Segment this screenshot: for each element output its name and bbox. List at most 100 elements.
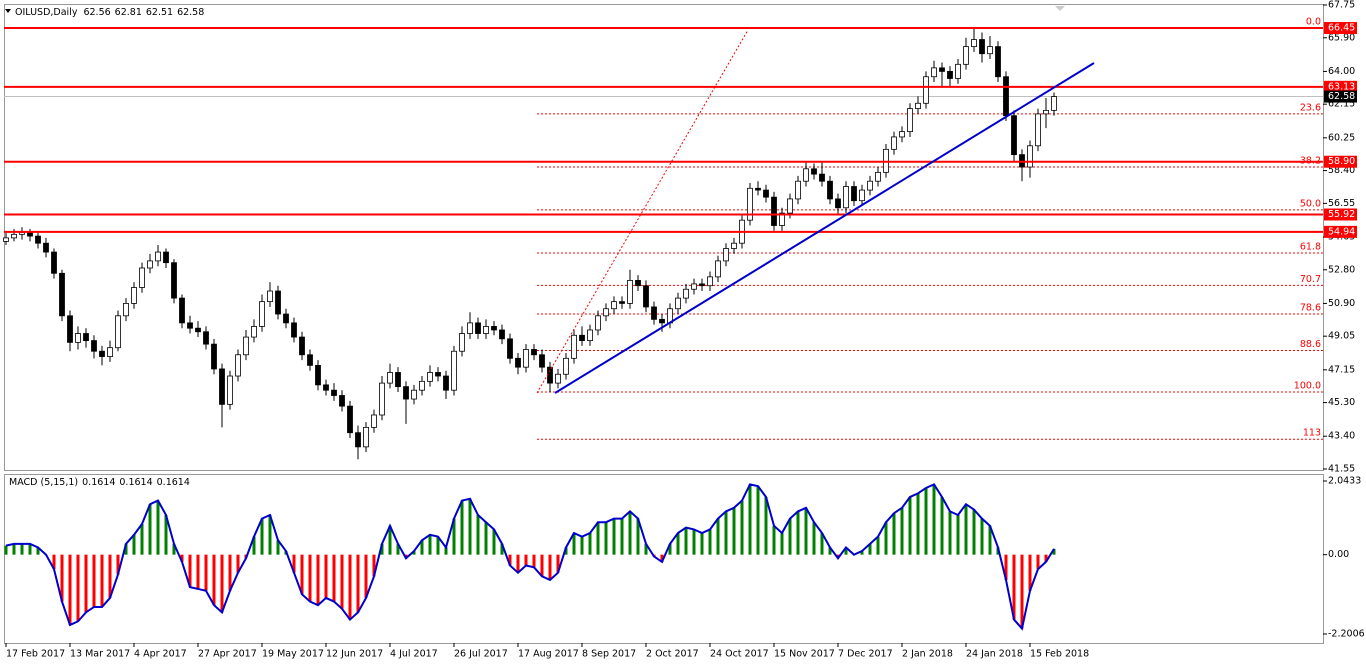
- candle-body: [571, 334, 577, 359]
- x-tick-label: 2 Jan 2018: [902, 649, 953, 660]
- menu-arrow[interactable]: [5, 9, 11, 13]
- close: 62.58: [177, 7, 204, 18]
- candle-body: [427, 372, 433, 382]
- y-tick-label: 52.80: [1328, 264, 1355, 275]
- candle-body: [955, 63, 961, 79]
- macd-bar: [436, 536, 440, 555]
- macd-bar: [572, 533, 576, 555]
- candle-body: [1011, 115, 1017, 156]
- x-tick-label: 17 Aug 2017: [518, 649, 579, 660]
- candle-body: [123, 303, 129, 317]
- macd-bar: [684, 527, 688, 555]
- candle-body: [299, 336, 305, 356]
- macd-bar: [148, 504, 152, 555]
- y-tick-label: 0.00: [1328, 549, 1349, 560]
- candle-body: [779, 212, 785, 226]
- macd-bar: [716, 518, 720, 555]
- macd-bar: [428, 534, 432, 555]
- candle-body: [875, 171, 881, 182]
- macd-bar: [388, 525, 392, 555]
- candle-body: [51, 251, 57, 274]
- candle-body: [843, 186, 849, 209]
- candle-body: [107, 347, 113, 357]
- current-price-tag: [1324, 90, 1357, 103]
- macd-bar: [380, 543, 384, 555]
- macd-bar: [260, 518, 264, 555]
- candle-body: [715, 260, 721, 278]
- candle-body: [3, 237, 9, 242]
- macd-bar: [68, 554, 72, 625]
- candle-body: [235, 354, 241, 377]
- y-tick-label: 60.25: [1328, 132, 1355, 143]
- candle-body: [171, 262, 177, 299]
- macd-bar: [292, 554, 296, 573]
- candle-body: [283, 313, 289, 324]
- candle-body: [643, 285, 649, 308]
- macd-bar: [892, 513, 896, 555]
- macd-bar: [748, 484, 752, 555]
- y-tick-label: 67.75: [1328, 0, 1355, 11]
- x-tick-label: 7 Dec 2017: [838, 649, 893, 660]
- candle-body: [723, 248, 729, 262]
- candle-body: [659, 318, 665, 324]
- macd-bar: [236, 554, 240, 573]
- candle-body: [459, 333, 465, 352]
- price-header: OILUSD,Daily 62.56 62.81 62.51 62.58: [15, 7, 204, 18]
- macd-bar: [676, 533, 680, 555]
- candle-body: [387, 372, 393, 384]
- candle-body: [1035, 113, 1041, 147]
- macd-bar: [1028, 554, 1032, 591]
- candle-body: [59, 272, 65, 317]
- candle-body: [931, 67, 937, 78]
- candle-body: [675, 297, 681, 310]
- macd-bar: [668, 543, 672, 555]
- macd-bar: [20, 543, 24, 555]
- candle-body: [755, 187, 761, 191]
- candle-body: [211, 343, 217, 370]
- macd-bar: [596, 522, 600, 555]
- macd-bar: [140, 524, 144, 555]
- macd-bar: [604, 522, 608, 555]
- candle-body: [347, 405, 353, 434]
- macd-bar: [956, 515, 960, 555]
- candle-body: [523, 349, 529, 368]
- candle-body: [683, 288, 689, 299]
- macd-bar: [92, 554, 96, 607]
- macd-bar: [988, 525, 992, 555]
- macd-bar: [164, 515, 168, 555]
- level-tag: [1324, 22, 1357, 35]
- macd-bar: [612, 518, 616, 555]
- candle-body: [731, 242, 737, 249]
- macd-bar: [268, 515, 272, 555]
- candle-body: [131, 287, 137, 304]
- candle-body: [475, 322, 481, 334]
- fib-label: 70.7: [1300, 274, 1321, 285]
- x-tick-label: 19 May 2017: [262, 649, 324, 660]
- x-tick-label: 2 Oct 2017: [646, 649, 699, 660]
- macd-bar: [180, 554, 184, 562]
- x-tick-label: 26 Jul 2017: [454, 649, 508, 660]
- macd-bar: [700, 533, 704, 555]
- macd-value: 0.1614: [157, 477, 190, 488]
- current-price-label: 62.58: [1328, 91, 1355, 102]
- candle-body: [259, 301, 265, 327]
- macd-bar: [964, 504, 968, 555]
- candle-body: [899, 131, 905, 138]
- level-tag: [1324, 208, 1357, 221]
- candle-body: [155, 251, 161, 262]
- fib-label: 50.0: [1300, 198, 1321, 209]
- macd-bar: [252, 536, 256, 555]
- candle-body: [331, 389, 337, 396]
- y-tick-label: 50.90: [1328, 298, 1355, 309]
- candle-body: [835, 198, 841, 209]
- macd-bar: [500, 543, 504, 555]
- fib-diagonal: [536, 29, 749, 394]
- macd-bar: [828, 547, 832, 555]
- macd-bar: [980, 518, 984, 555]
- candle-body: [187, 322, 193, 329]
- candle-body: [747, 187, 753, 221]
- macd-bar: [1012, 554, 1016, 620]
- macd-bar: [1044, 554, 1048, 562]
- x-tick-label: 24 Oct 2017: [710, 649, 769, 660]
- macd-header: MACD (5,15,1) 0.1614 0.1614 0.1614: [9, 477, 190, 488]
